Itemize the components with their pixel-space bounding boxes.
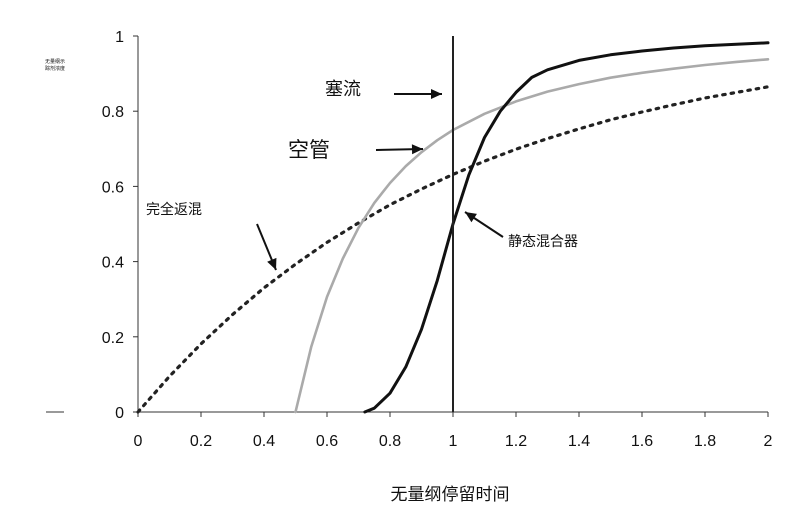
- x-tick-label: 0.4: [253, 433, 275, 450]
- x-tick-label: 1.4: [568, 433, 590, 450]
- annotation-full-backmix: 完全返混: [146, 201, 202, 218]
- y-tick-label: 1: [115, 29, 124, 46]
- axes: [46, 36, 768, 413]
- x-tick-label: 1.8: [694, 433, 716, 450]
- y-tick-label: 0.4: [102, 255, 124, 272]
- y-tick-label: 0.2: [102, 330, 124, 347]
- arrow-full-backmix: [256, 223, 277, 271]
- ylabel-line-1: 无量纲示: [45, 58, 65, 65]
- x-tick-label: 2: [764, 433, 773, 450]
- x-tick-label: 0.8: [379, 433, 401, 450]
- x-tick-label: 1: [449, 433, 458, 450]
- x-tick-label: 0.2: [190, 433, 212, 450]
- x-tick-label: 0.6: [316, 433, 338, 450]
- x-tick-label: 0: [134, 433, 143, 450]
- annotation-static-mixer: 静态混合器: [508, 234, 578, 250]
- x-ticks: 0 0.2 0.4 0.6 0.8 1 1.2 1.4 1.6 1.8 2: [134, 412, 773, 450]
- arrow-static-mixer: [464, 211, 504, 238]
- y-tick-label: 0.6: [102, 179, 124, 196]
- annotation-empty-pipe: 空管: [288, 138, 330, 162]
- y-tick-label: 0.8: [102, 104, 124, 121]
- series-line-static-mixer: [363, 41, 770, 414]
- x-axis-title: 无量纲停留时间: [391, 485, 510, 505]
- y-ticks: 0 0.2 0.4 0.6 0.8 1: [102, 29, 138, 422]
- arrow-plug-flow: [394, 89, 442, 99]
- x-tick-label: 1.6: [631, 433, 653, 450]
- annotation-arrows: [256, 89, 504, 271]
- ylabel-line-2: 踪剂浓度: [45, 65, 65, 72]
- x-tick-label: 1.2: [505, 433, 527, 450]
- annotation-plug-flow: 塞流: [325, 79, 361, 100]
- arrow-empty-pipe: [375, 144, 424, 155]
- y-tick-label: 0: [115, 405, 124, 422]
